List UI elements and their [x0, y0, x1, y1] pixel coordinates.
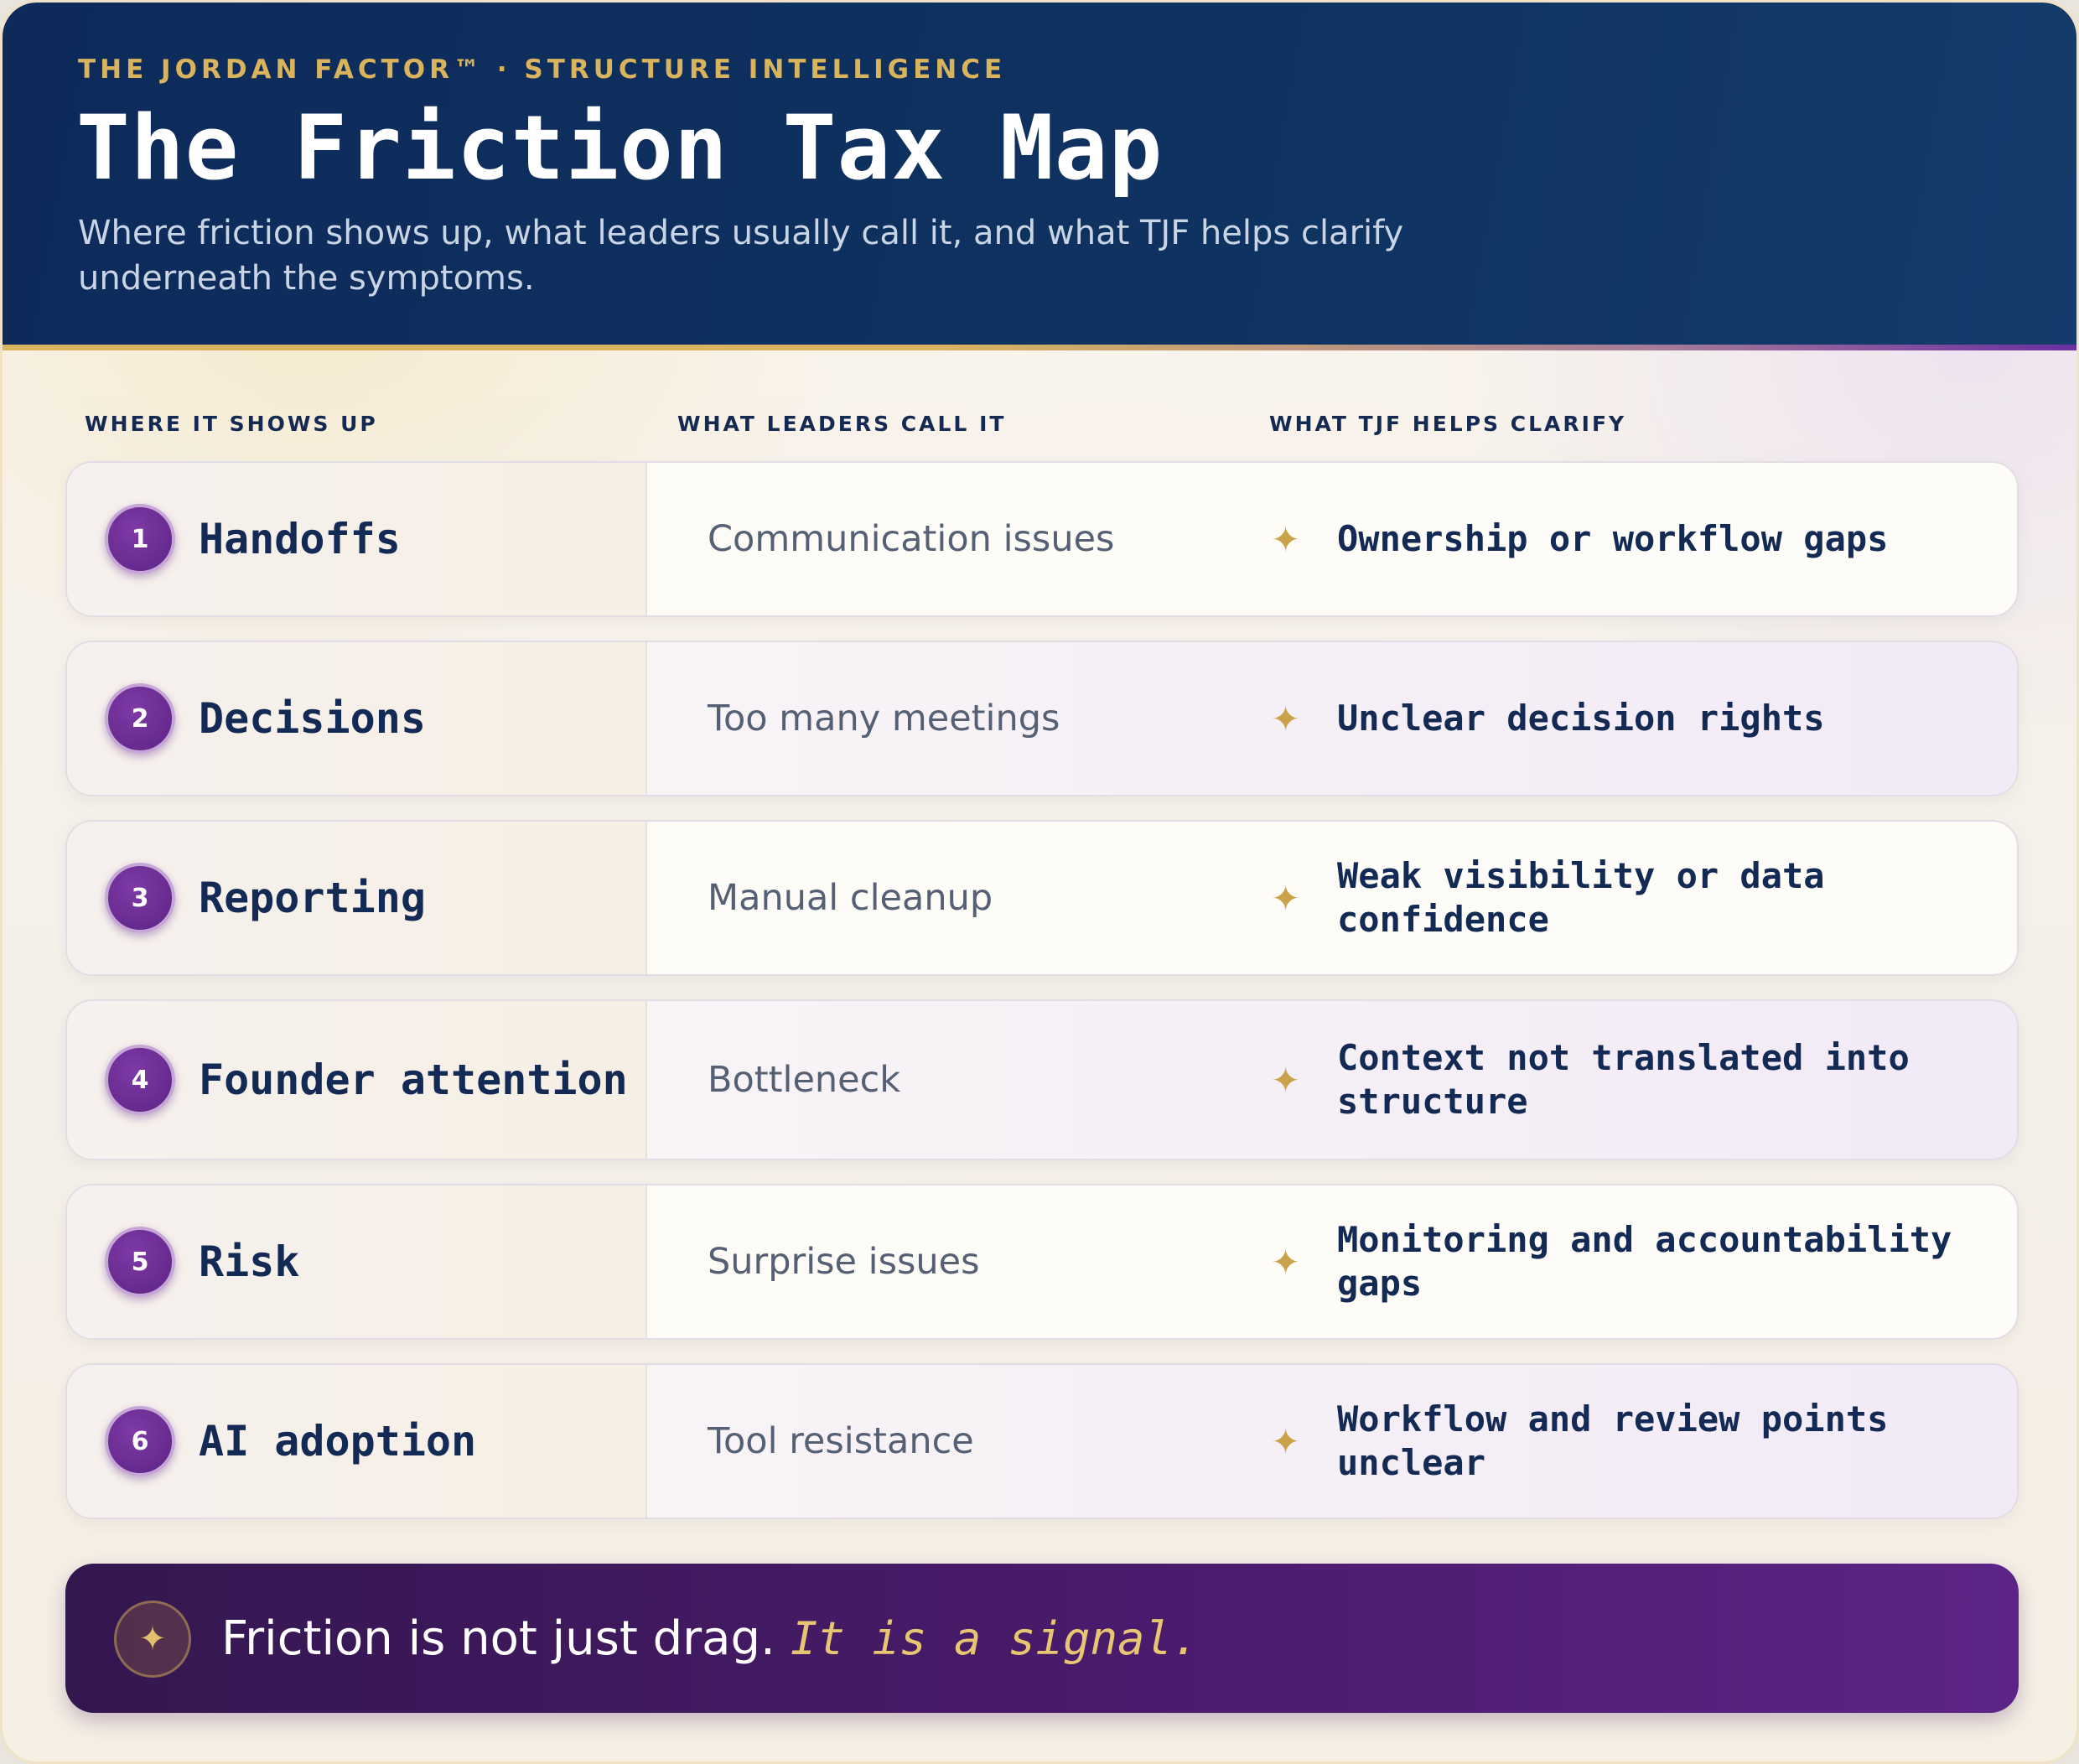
where-label: Founder attention [199, 1055, 628, 1104]
sparkle-star-icon: ✦ [1271, 1420, 1301, 1462]
leaders-call-label: Bottleneck [708, 1059, 901, 1101]
column-header-clarify: WHAT TJF HELPS CLARIFY [1269, 412, 1627, 436]
row-number-badge: 5 [105, 1227, 175, 1297]
table-row: 6 AI adoption Tool resistance ✦ Workflow… [65, 1363, 2019, 1519]
table-row: 5 Risk Surprise issues ✦ Monitoring and … [65, 1184, 2019, 1340]
sparkle-star-icon: ✦ [1271, 1241, 1301, 1283]
where-label: Decisions [199, 693, 426, 743]
leaders-call-label: Too many meetings [708, 698, 1060, 739]
page-subtitle: Where friction shows up, what leaders us… [78, 214, 1404, 298]
leaders-call-label: Tool resistance [708, 1420, 974, 1462]
clarify-label: Workflow and review points unclear [1337, 1398, 1889, 1483]
sparkle-star-icon: ✦ [114, 1601, 191, 1678]
footer-message: Friction is not just drag. It is a signa… [221, 1564, 1200, 1713]
row-number-badge: 2 [105, 683, 175, 754]
eyebrow-label: THE JORDAN FACTOR™ · STRUCTURE INTELLIGE… [78, 54, 1007, 85]
where-label: Handoffs [199, 514, 401, 563]
header-divider [3, 345, 2076, 350]
sparkle-star-icon: ✦ [1271, 698, 1301, 739]
leaders-call-label: Manual cleanup [708, 877, 993, 919]
row-number-badge: 4 [105, 1045, 175, 1115]
row-number-badge: 3 [105, 863, 175, 933]
where-label: Reporting [199, 873, 426, 922]
clarify-label: Ownership or workflow gaps [1337, 518, 1889, 559]
table-row: 3 Reporting Manual cleanup ✦ Weak visibi… [65, 820, 2019, 976]
sparkle-star-icon: ✦ [1271, 877, 1301, 919]
where-label: Risk [199, 1237, 300, 1286]
column-header-call: WHAT LEADERS CALL IT [677, 412, 1007, 436]
page-title: The Friction Tax Map [76, 96, 1164, 200]
where-label: AI adoption [199, 1416, 477, 1466]
leaders-call-label: Surprise issues [708, 1241, 980, 1283]
sparkle-star-icon: ✦ [1271, 518, 1301, 560]
table-row: 2 Decisions Too many meetings ✦ Unclear … [65, 641, 2019, 796]
header-banner: THE JORDAN FACTOR™ · STRUCTURE INTELLIGE… [3, 3, 2076, 350]
column-header-where: WHERE IT SHOWS UP [85, 412, 378, 436]
row-number-badge: 1 [105, 504, 175, 574]
table-row: 4 Founder attention Bottleneck ✦ Context… [65, 999, 2019, 1160]
clarify-label: Unclear decision rights [1337, 698, 1825, 739]
leaders-call-label: Communication issues [708, 518, 1115, 560]
footer-emphasis: It is a signal. [790, 1611, 1200, 1665]
table-row: 1 Handoffs Communication issues ✦ Owners… [65, 461, 2019, 617]
clarify-label: Context not translated into structure [1337, 1037, 1910, 1122]
clarify-label: Monitoring and accountability gaps [1337, 1219, 1952, 1304]
clarify-label: Weak visibility or data confidence [1337, 855, 1825, 940]
sparkle-star-icon: ✦ [1271, 1059, 1301, 1101]
footer-text: Friction is not just drag. [221, 1611, 775, 1666]
footer-callout: ✦ Friction is not just drag. It is a sig… [65, 1564, 2019, 1713]
row-number-badge: 6 [105, 1406, 175, 1476]
